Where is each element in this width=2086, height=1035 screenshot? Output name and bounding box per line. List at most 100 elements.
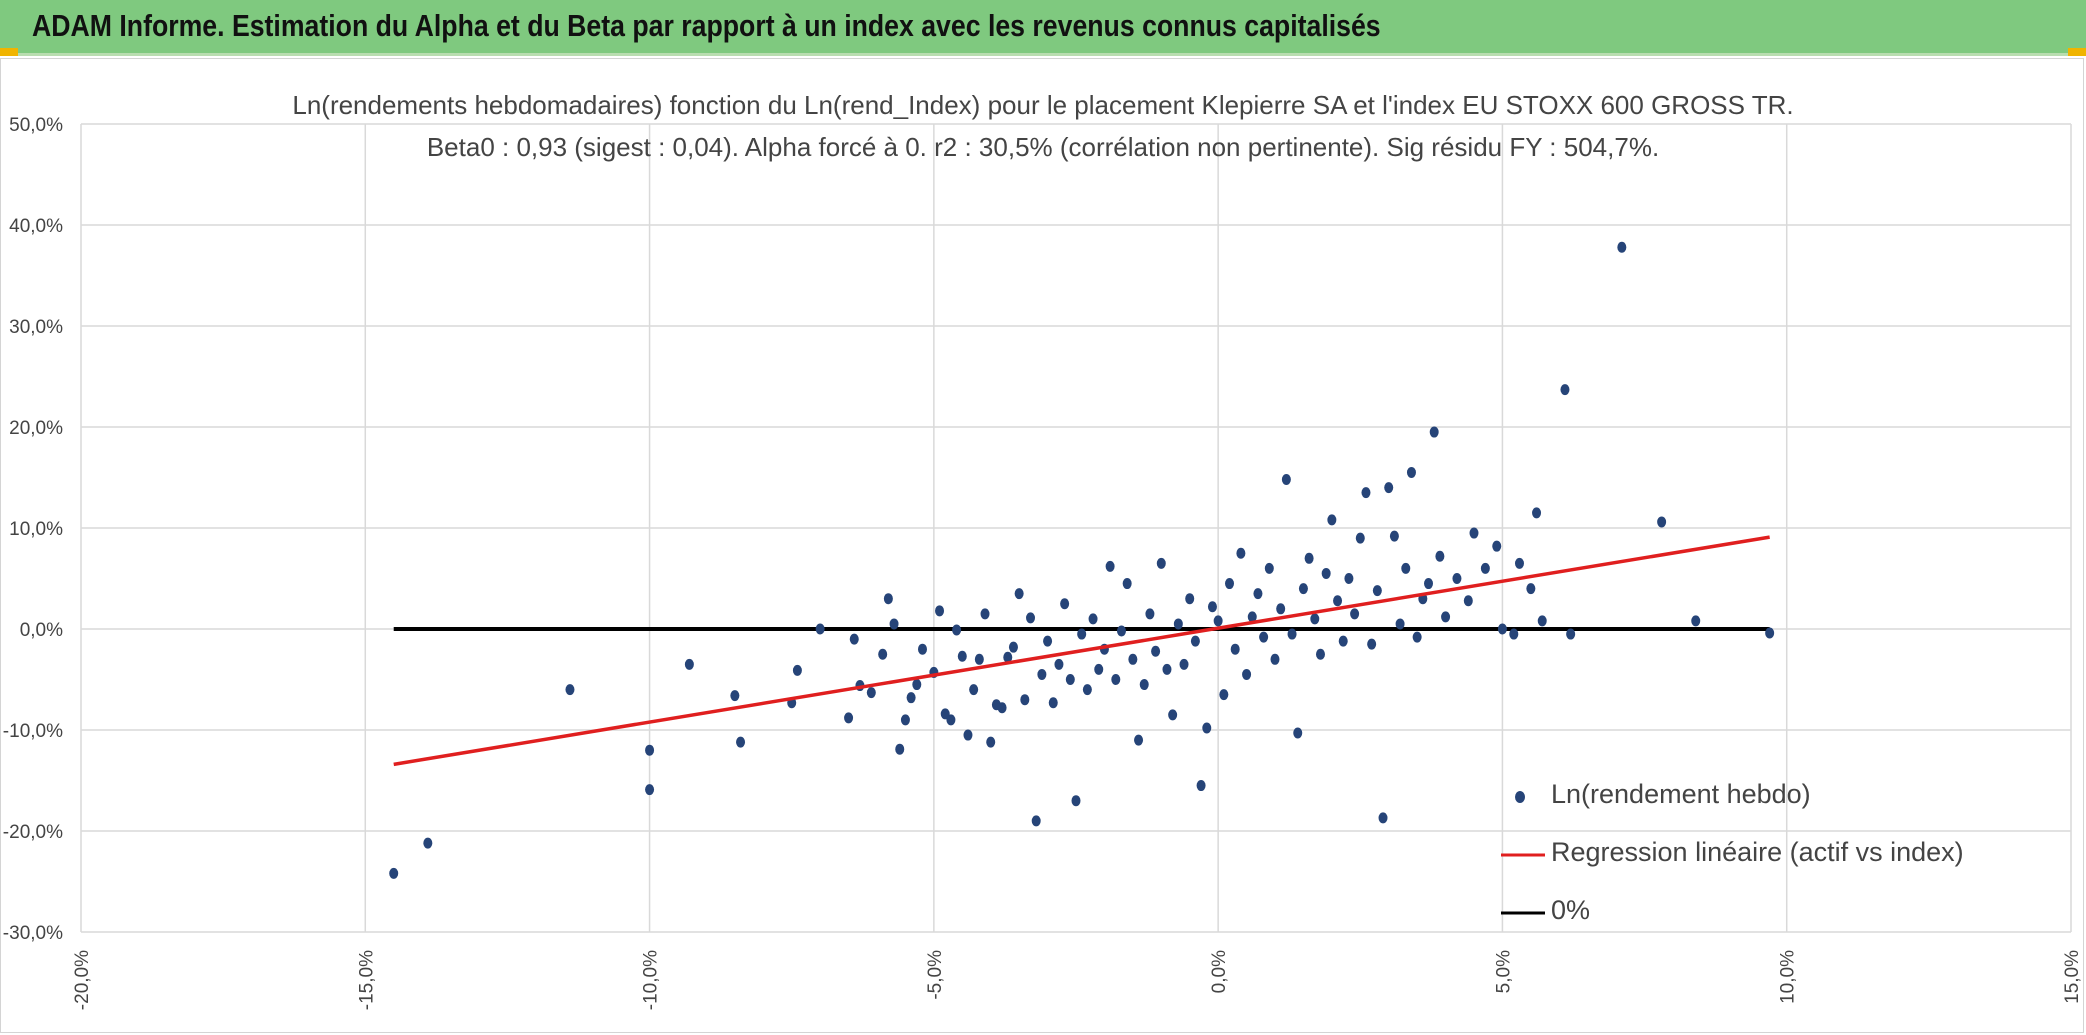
data-point <box>1497 623 1507 635</box>
y-tick-label: -10,0% <box>3 721 63 742</box>
header-bar: ADAM Informe. Estimation du Alpha et du … <box>0 0 2086 56</box>
data-point <box>1236 547 1246 559</box>
data-point <box>792 664 802 676</box>
data-point <box>1014 588 1024 600</box>
x-tick-label: 15,0% <box>2062 950 2083 1004</box>
data-point <box>1327 514 1337 526</box>
data-point <box>1384 482 1394 494</box>
data-point <box>980 608 990 620</box>
legend-label-zero: 0% <box>1551 895 1591 925</box>
data-point <box>565 684 575 696</box>
data-point <box>1196 780 1206 792</box>
data-point <box>1003 651 1013 663</box>
data-point <box>1128 653 1138 665</box>
data-point <box>1338 635 1348 647</box>
data-point <box>1412 631 1422 643</box>
page-title: ADAM Informe. Estimation du Alpha et du … <box>32 8 1381 43</box>
data-point <box>1031 815 1041 827</box>
data-point <box>878 648 888 660</box>
data-point <box>1532 507 1542 519</box>
data-point <box>952 624 962 636</box>
data-point <box>1406 466 1416 478</box>
data-point <box>1060 598 1070 610</box>
legend-marker-red-line <box>1501 853 1545 857</box>
data-point <box>1213 615 1223 627</box>
data-point <box>1088 613 1098 625</box>
data-point <box>1162 663 1172 675</box>
y-tick-label: 20,0% <box>9 418 63 439</box>
data-point <box>1480 562 1490 574</box>
data-point <box>1492 540 1502 552</box>
data-point <box>1429 426 1439 438</box>
data-point <box>1276 603 1286 615</box>
data-point <box>969 684 979 696</box>
data-point <box>1134 734 1144 746</box>
data-point <box>1259 631 1269 643</box>
data-point <box>1048 697 1058 709</box>
data-point <box>1116 625 1126 637</box>
data-point <box>1043 635 1053 647</box>
data-point <box>1225 578 1235 590</box>
data-point <box>1020 694 1030 706</box>
data-point <box>1111 674 1121 685</box>
x-tick-label: -20,0% <box>72 950 93 1010</box>
data-point <box>1065 674 1075 685</box>
data-point <box>1560 384 1570 396</box>
data-point <box>1082 684 1092 696</box>
data-point <box>974 653 984 665</box>
data-point <box>1395 618 1405 630</box>
data-point <box>957 650 967 662</box>
y-tick-label: 30,0% <box>9 317 63 338</box>
data-point <box>1185 593 1195 605</box>
y-tick-label: -20,0% <box>3 822 63 843</box>
data-point <box>684 658 694 670</box>
data-point <box>389 867 399 879</box>
data-point <box>986 736 996 748</box>
data-point <box>946 714 956 726</box>
data-point <box>1441 611 1451 623</box>
data-point <box>963 729 973 741</box>
data-point <box>1219 689 1229 701</box>
y-tick-label: 10,0% <box>9 519 63 540</box>
x-tick-label: 0,0% <box>1209 950 1230 993</box>
data-point <box>1315 648 1325 660</box>
data-point <box>1247 611 1257 623</box>
legend-label-points: Ln(rendement hebdo) <box>1551 779 1811 809</box>
data-point <box>1145 608 1155 620</box>
chart-title: Ln(rendements hebdomadaires) fonction du… <box>292 90 1794 120</box>
data-point <box>900 714 910 726</box>
data-point <box>1509 628 1519 640</box>
data-point <box>1304 552 1314 564</box>
chart-subtitle: Beta0 : 0,93 (sigest : 0,04). Alpha forc… <box>426 132 1660 162</box>
data-point <box>1435 550 1445 562</box>
data-point <box>1514 557 1524 569</box>
data-point <box>1281 474 1291 486</box>
data-point <box>1293 727 1303 739</box>
legend-item-points: Ln(rendement hebdo) <box>1495 775 1995 815</box>
data-point <box>1372 585 1382 597</box>
data-point <box>895 743 905 755</box>
data-point <box>1156 557 1166 569</box>
corner-marker-right <box>2068 48 2086 56</box>
y-tick-label: 40,0% <box>9 216 63 237</box>
data-point <box>917 643 927 655</box>
data-point <box>866 687 876 699</box>
data-point <box>815 623 825 635</box>
data-point <box>935 605 945 617</box>
y-tick-label: 50,0% <box>9 115 63 136</box>
data-point <box>1765 627 1775 639</box>
data-point <box>1026 612 1036 624</box>
data-point <box>1344 573 1354 584</box>
data-point <box>1321 567 1331 579</box>
data-point <box>1469 527 1479 539</box>
data-point <box>1657 516 1667 528</box>
data-point <box>423 837 433 849</box>
data-point <box>1617 241 1627 253</box>
data-point <box>645 784 655 796</box>
data-point <box>1537 615 1547 627</box>
data-point <box>906 692 916 704</box>
data-point <box>1298 583 1308 595</box>
data-point <box>1077 628 1087 640</box>
legend-marker-black-line <box>1501 911 1545 915</box>
